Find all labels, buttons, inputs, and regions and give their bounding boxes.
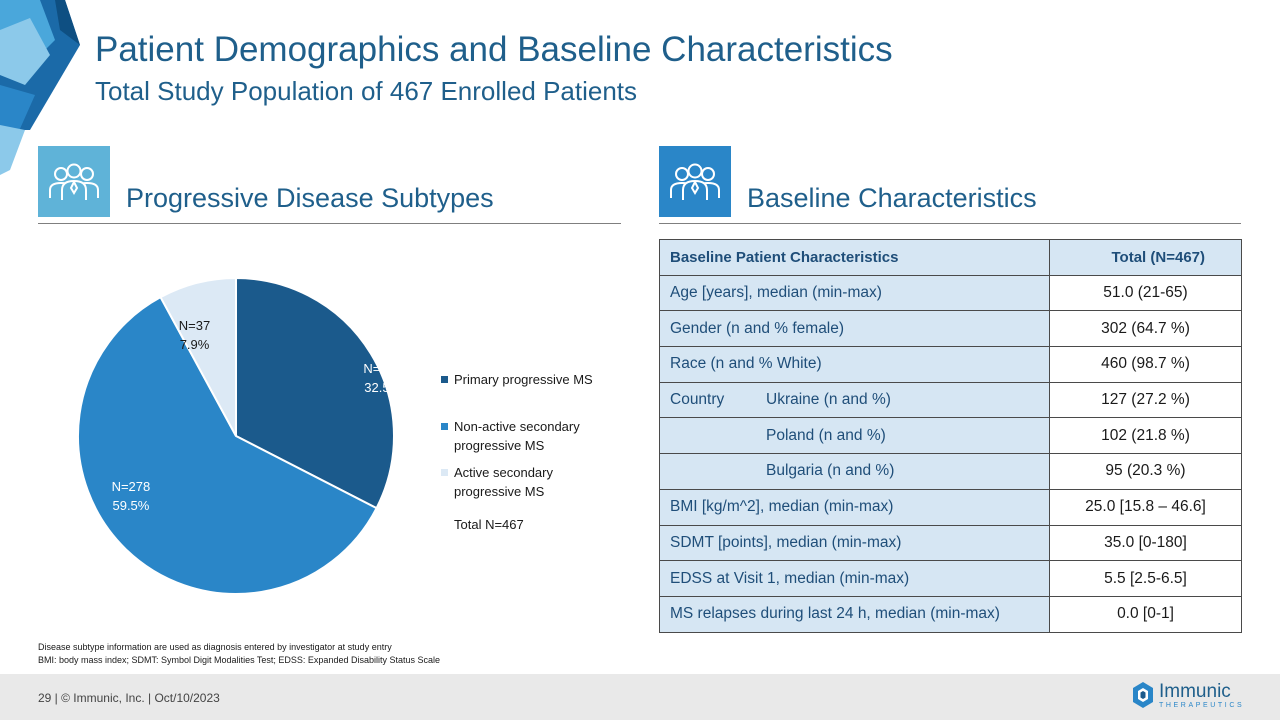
row-label: Age [years], median (min-max) <box>659 274 1050 312</box>
legend-item-non-active-secondary: Non-active secondary progressive MS <box>441 417 580 455</box>
column-header: Total (N=467) <box>1049 239 1242 276</box>
page-title: Patient Demographics and Baseline Charac… <box>95 30 893 69</box>
table-row: Country Ukraine (n and %) 127 (27.2 %) <box>659 381 1242 419</box>
footer-text: 29 | © Immunic, Inc. | Oct/10/2023 <box>38 691 220 705</box>
pie-count-label: N=152 <box>363 361 402 376</box>
people-group-icon <box>38 146 110 217</box>
page-subtitle: Total Study Population of 467 Enrolled P… <box>95 76 638 106</box>
row-label: Gender (n and % female) <box>659 310 1050 348</box>
table-row: Poland (n and %) 102 (21.8 %) <box>659 417 1242 455</box>
table-row: BMI [kg/m^2], median (min-max) 25.0 [15.… <box>659 488 1242 526</box>
footnote: BMI: body mass index; SDMT: Symbol Digit… <box>38 655 440 665</box>
footnote: Disease subtype information are used as … <box>38 642 392 652</box>
row-label: EDSS at Visit 1, median (min-max) <box>659 560 1050 597</box>
row-value: 5.5 [2.5-6.5] <box>1049 560 1242 597</box>
pie-count-label: N=37 <box>179 318 210 333</box>
row-value: 0.0 [0-1] <box>1049 595 1242 633</box>
logo-subtitle: THERAPEUTICS <box>1159 702 1245 709</box>
row-value: 127 (27.2 %) <box>1049 381 1242 419</box>
pie-percent-label: 7.9% <box>180 337 210 352</box>
row-value: 460 (98.7 %) <box>1049 346 1242 383</box>
row-value: 102 (21.8 %) <box>1049 417 1242 455</box>
table-row: EDSS at Visit 1, median (min-max) 5.5 [2… <box>659 560 1242 597</box>
baseline-table: Baseline Patient Characteristics Total (… <box>659 239 1242 633</box>
table-row: Race (n and % White) 460 (98.7 %) <box>659 346 1242 383</box>
legend-label: Primary progressive MS <box>454 372 593 387</box>
pie-percent-label: 59.5% <box>112 498 149 513</box>
row-label: BMI [kg/m^2], median (min-max) <box>659 488 1050 526</box>
pie-count-label: N=278 <box>112 479 151 494</box>
column-header: Baseline Patient Characteristics <box>659 239 1050 276</box>
footer-bar: 29 | © Immunic, Inc. | Oct/10/2023 Immun… <box>0 674 1280 720</box>
table-row: Age [years], median (min-max) 51.0 (21-6… <box>659 274 1242 312</box>
pie-slice <box>159 276 237 437</box>
legend-swatch <box>441 423 448 430</box>
row-value: 25.0 [15.8 – 46.6] <box>1049 488 1242 526</box>
section-heading-disease-subtypes: Progressive Disease Subtypes <box>126 183 494 213</box>
section-heading-baseline: Baseline Characteristics <box>747 183 1037 213</box>
corner-decoration <box>0 0 80 175</box>
immunic-logo-icon <box>1133 682 1153 708</box>
row-value: 302 (64.7 %) <box>1049 310 1242 348</box>
table-row: Bulgaria (n and %) 95 (20.3 %) <box>659 453 1242 490</box>
row-value: 35.0 [0-180] <box>1049 524 1242 562</box>
legend-item-active-secondary: Active secondary progressive MS <box>441 463 553 501</box>
total-n-label: Total N=467 <box>454 517 524 532</box>
legend-swatch <box>441 376 448 383</box>
immunic-logo: Immunic THERAPEUTICS <box>1131 681 1244 711</box>
divider <box>659 223 1241 224</box>
table-header-row: Baseline Patient Characteristics Total (… <box>659 239 1242 276</box>
pie-slice <box>77 295 378 595</box>
legend-swatch <box>441 469 448 476</box>
row-label: Race (n and % White) <box>659 346 1050 383</box>
table-row: MS relapses during last 24 h, median (mi… <box>659 595 1242 633</box>
country-group-label: Country <box>670 391 725 409</box>
pie-percent-label: 32.5% <box>364 380 401 395</box>
table-row: Gender (n and % female) 302 (64.7 %) <box>659 310 1242 348</box>
legend-label: Non-active secondary progressive MS <box>454 419 580 453</box>
people-group-icon <box>659 146 731 217</box>
table-row: SDMT [points], median (min-max) 35.0 [0-… <box>659 524 1242 562</box>
pie-chart: N=152 32.5% N=278 59.5% N=37 7.9% <box>77 276 402 595</box>
divider <box>38 223 621 224</box>
legend-label: Active secondary progressive MS <box>454 465 553 499</box>
legend-item-primary-progressive: Primary progressive MS <box>441 370 593 389</box>
row-label: SDMT [points], median (min-max) <box>659 524 1050 562</box>
row-label: Country Ukraine (n and %) <box>659 381 1050 419</box>
row-value: 95 (20.3 %) <box>1049 453 1242 490</box>
pie-slice <box>235 276 395 510</box>
row-value: 51.0 (21-65) <box>1049 274 1242 312</box>
row-label: Bulgaria (n and %) <box>659 453 1050 490</box>
row-label: Poland (n and %) <box>659 417 1050 455</box>
row-label: MS relapses during last 24 h, median (mi… <box>659 595 1050 633</box>
logo-name: Immunic <box>1159 681 1231 702</box>
footnotes: Disease subtype information are used as … <box>38 641 440 667</box>
